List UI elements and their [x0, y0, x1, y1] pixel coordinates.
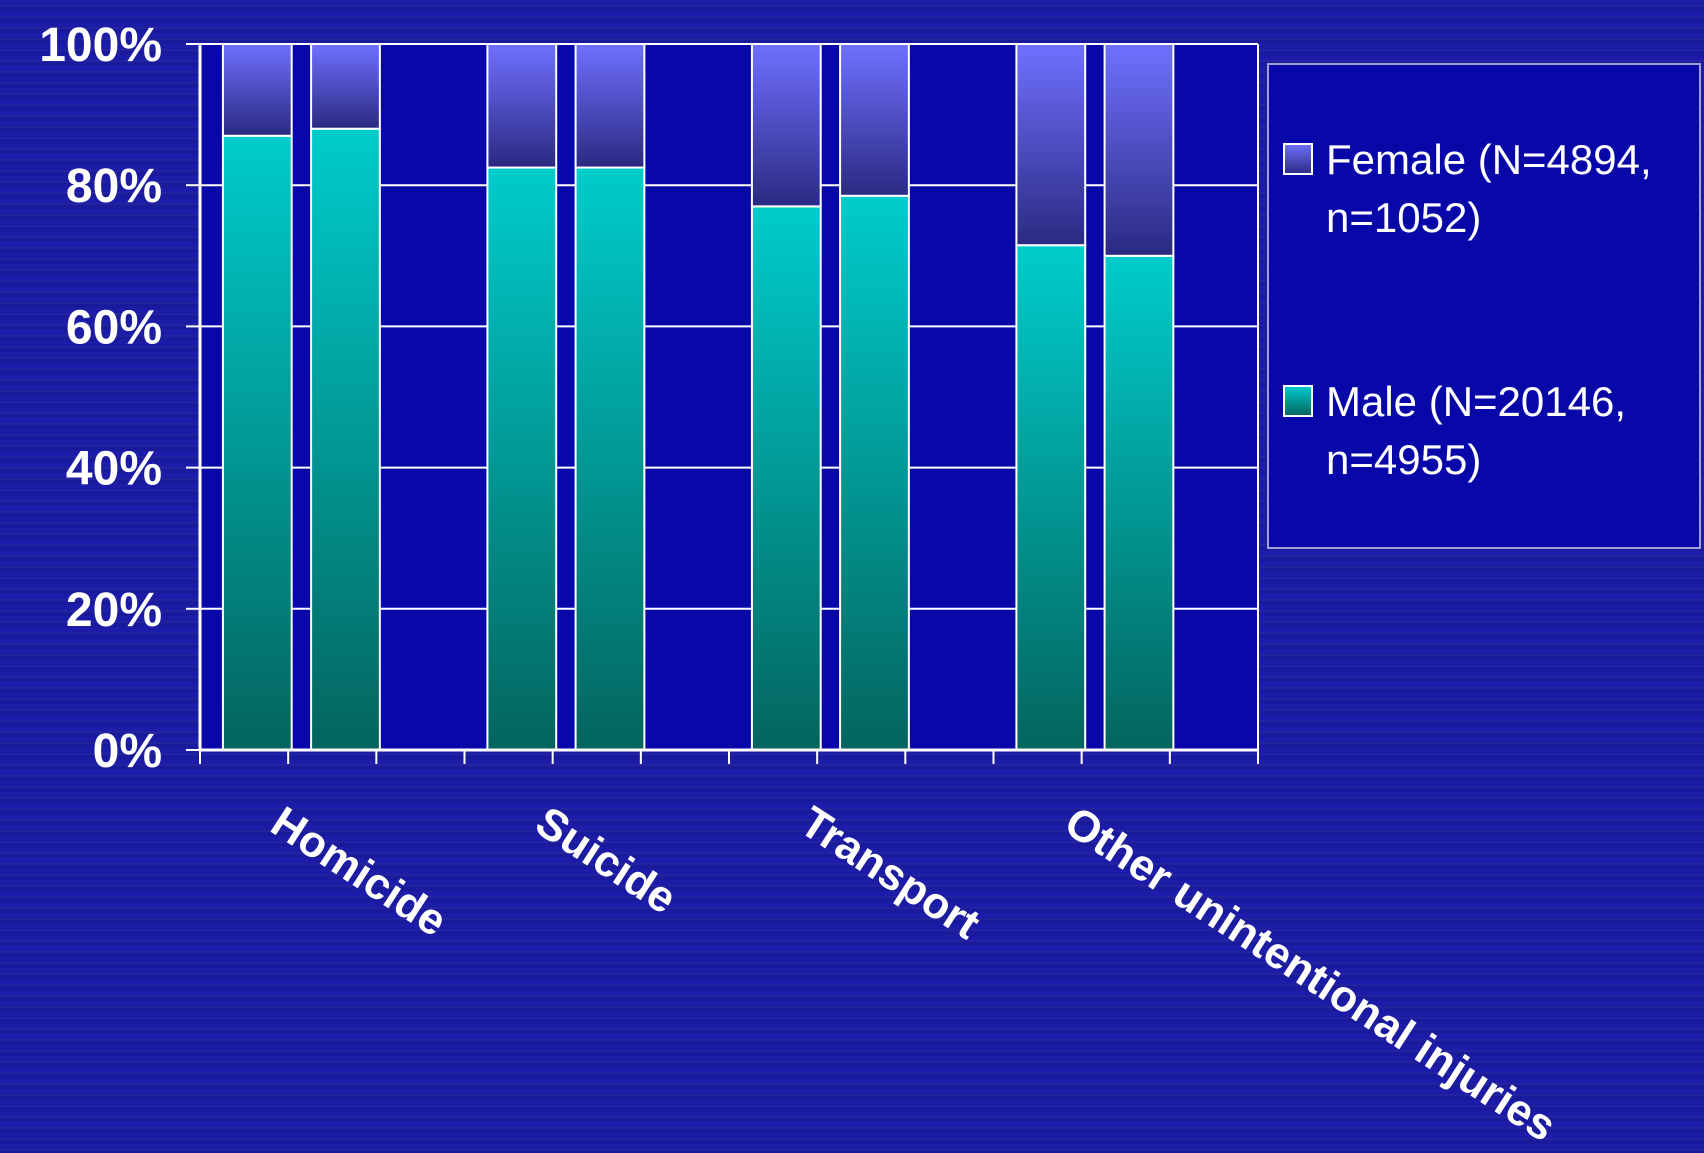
y-tick-label: 20% — [66, 584, 162, 637]
category-label: Suicide — [527, 797, 685, 923]
bar-male — [839, 194, 910, 752]
category-labels: Homicide Suicide Transport Other unintentio… — [263, 797, 1565, 1151]
bar-male — [1015, 244, 1087, 752]
bar-female — [1015, 43, 1087, 247]
legend-label-male: Male (N=20146, — [1326, 378, 1626, 425]
legend-label-male-count: n=4955) — [1326, 436, 1481, 483]
legend-swatch-female — [1283, 143, 1313, 175]
bar-female — [1103, 43, 1175, 257]
y-tick-label: 60% — [66, 301, 162, 354]
legend-swatch-male — [1283, 385, 1313, 417]
y-tick-label: 0% — [93, 725, 162, 778]
bar-male — [574, 166, 646, 752]
bar-male — [750, 205, 822, 751]
legend-label-female-count: n=1052) — [1326, 194, 1481, 241]
y-tick-label: 80% — [66, 160, 162, 213]
legend: Female (N=4894, n=1052) Male (N=20146, n… — [1267, 63, 1701, 549]
bars — [221, 43, 1175, 752]
bar-female — [750, 43, 822, 208]
legend-box — [1267, 63, 1701, 549]
legend-label-female: Female (N=4894, — [1326, 136, 1652, 183]
bar-male — [1103, 254, 1175, 752]
bar-female — [221, 43, 293, 137]
category-label: Other unintentional injuries — [1056, 797, 1564, 1151]
category-label: Transport — [792, 797, 989, 949]
bar-female — [486, 43, 558, 169]
bar-male — [221, 134, 293, 751]
category-label: Homicide — [263, 797, 456, 946]
bar-female — [574, 43, 646, 169]
bar-female — [310, 43, 381, 130]
y-tick-label: 100% — [39, 19, 162, 72]
bar-male — [486, 166, 558, 752]
bar-female — [839, 43, 910, 197]
bar-male — [310, 127, 381, 752]
y-tick-label: 40% — [66, 443, 162, 496]
axes — [198, 44, 1259, 764]
y-tick-labels: 0% 20% 40% 60% 80% 100% — [39, 19, 162, 778]
